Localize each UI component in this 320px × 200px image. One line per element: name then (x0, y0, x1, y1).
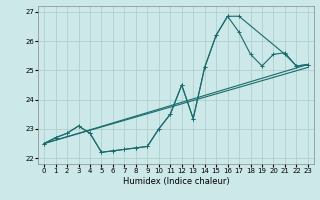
X-axis label: Humidex (Indice chaleur): Humidex (Indice chaleur) (123, 177, 229, 186)
